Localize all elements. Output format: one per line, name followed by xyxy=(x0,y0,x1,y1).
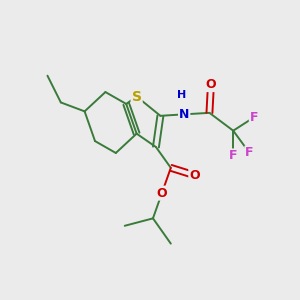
Text: F: F xyxy=(245,146,254,160)
Text: O: O xyxy=(189,169,200,182)
Text: S: S xyxy=(132,89,142,103)
Text: F: F xyxy=(250,111,258,124)
Text: F: F xyxy=(229,149,238,162)
Text: O: O xyxy=(206,78,216,91)
Text: H: H xyxy=(177,90,186,100)
Text: O: O xyxy=(157,187,167,200)
Text: N: N xyxy=(179,108,189,121)
